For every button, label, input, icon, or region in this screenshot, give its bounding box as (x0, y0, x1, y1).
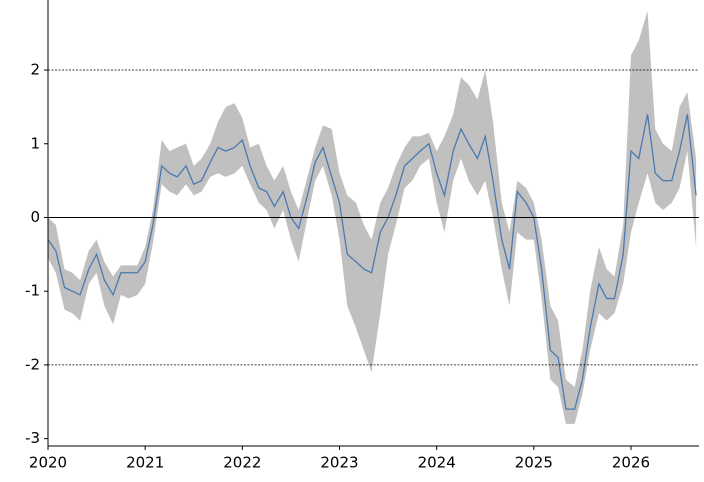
x-tick-label: 2022 (223, 454, 261, 472)
y-tick-label: -2 (25, 355, 40, 373)
x-tick-label: 2023 (320, 454, 358, 472)
y-tick-label: 2 (30, 61, 40, 79)
band (48, 11, 697, 424)
y-tick-label: -1 (25, 282, 40, 300)
y-tick-label: -3 (25, 429, 40, 447)
x-tick-label: 2020 (29, 454, 67, 472)
y-tick-label: 0 (30, 208, 40, 226)
x-tick-label: 2024 (418, 454, 456, 472)
line (47, 114, 697, 410)
x-tick-label: 2025 (515, 454, 553, 472)
x-tick-label: 2026 (612, 454, 650, 472)
y-tick-label: 1 (30, 134, 40, 152)
x-tick-label: 2021 (126, 454, 164, 472)
